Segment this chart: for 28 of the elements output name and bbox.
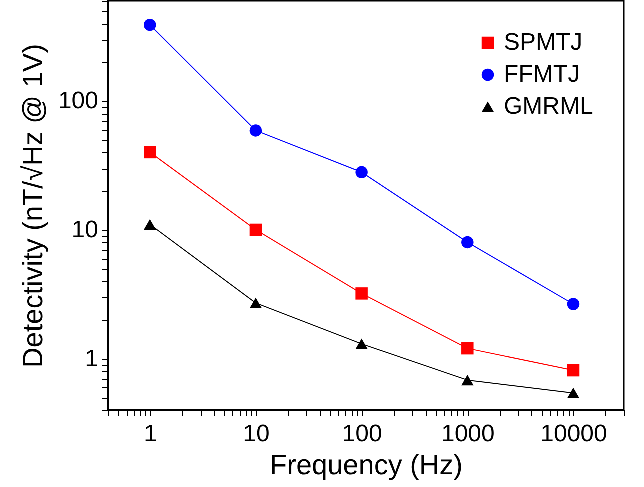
point [356, 166, 368, 179]
point [144, 18, 156, 32]
x-axis-title: Frequency (Hz) [270, 450, 463, 480]
point [567, 388, 580, 399]
y-tick-label: 10 [72, 216, 98, 244]
point [250, 298, 262, 309]
x-tick-label: 10 [243, 420, 270, 448]
legend-label: GMRML [504, 93, 594, 120]
point [144, 146, 156, 159]
x-tick-label: 1000 [441, 420, 495, 448]
point [250, 224, 262, 236]
y-axis-title: Detectivity (nT/√Hz @ 1V) [17, 44, 48, 368]
point [356, 288, 368, 300]
point [462, 236, 474, 249]
point [144, 219, 156, 230]
x-tick-label: 100 [342, 420, 382, 448]
legend-label: SPMTJ [504, 29, 583, 56]
point [356, 338, 368, 350]
point [462, 342, 474, 355]
y-tick-label: 1 [85, 345, 98, 372]
point [567, 364, 580, 377]
x-tick-label: 10000 [540, 420, 608, 448]
legend-label: FFMTJ [504, 61, 580, 88]
y-tick-label: 100 [58, 88, 98, 115]
x-tick-label: 1 [144, 420, 158, 448]
point [250, 124, 262, 137]
point [567, 298, 580, 310]
point [462, 375, 474, 386]
